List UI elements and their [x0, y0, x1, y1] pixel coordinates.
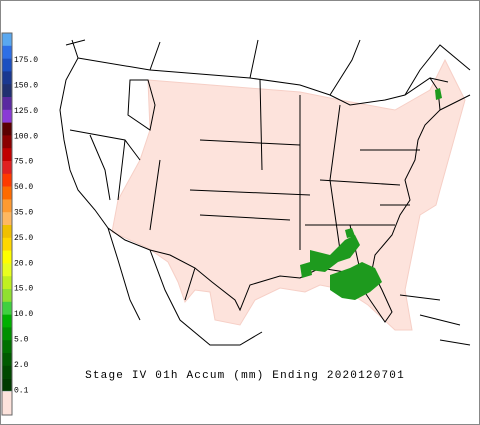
- legend-label: 10.0: [14, 310, 33, 319]
- legend-swatch: [2, 378, 12, 392]
- legend-swatch: [2, 225, 12, 239]
- legend-swatch: [2, 212, 12, 226]
- legend-swatch: [2, 33, 12, 47]
- legend-swatch: [1, 390, 13, 416]
- legend-label: 5.0: [14, 336, 29, 345]
- legend-label: 125.0: [14, 107, 38, 116]
- legend-label: 35.0: [14, 209, 33, 218]
- legend-swatch: [2, 45, 12, 59]
- legend-swatch: [2, 97, 12, 111]
- legend-swatch: [2, 353, 12, 367]
- legend-swatch: [2, 301, 12, 315]
- legend-swatch: [2, 109, 12, 123]
- legend-label: 0.1: [14, 386, 29, 395]
- legend-frame: [1, 32, 13, 416]
- legend-swatch: [2, 186, 12, 200]
- legend-swatch: [2, 135, 12, 149]
- legend-label: 15.0: [14, 285, 33, 294]
- legend: 175.0 150.0 125.0 100.0 75.0 50.0 35.0 25.0 20.0…: [1, 32, 38, 416]
- legend-label: 50.0: [14, 183, 33, 192]
- legend-swatch: [2, 148, 12, 162]
- mexico-caribbean-lines: [107, 227, 471, 346]
- legend-swatch: [2, 289, 12, 303]
- legend-swatch: [2, 122, 12, 136]
- legend-swatch: [2, 314, 12, 328]
- legend-swatch: [2, 327, 12, 341]
- legend-label: 2.0: [14, 361, 29, 370]
- legend-swatch: [2, 161, 12, 175]
- legend-swatch: [2, 250, 12, 264]
- legend-swatch: [2, 340, 12, 354]
- legend-swatch: [2, 71, 12, 85]
- legend-swatch: [2, 58, 12, 72]
- legend-label: 100.0: [14, 132, 38, 141]
- legend-swatch: [2, 173, 12, 187]
- legend-label: 20.0: [14, 259, 33, 268]
- legend-swatch: [2, 237, 12, 251]
- legend-label: 175.0: [14, 56, 38, 65]
- canada-lines: [65, 39, 471, 111]
- us-outline: [59, 57, 441, 323]
- legend-swatch: [2, 276, 12, 290]
- legend-label: 150.0: [14, 82, 38, 91]
- legend-label: 75.0: [14, 158, 33, 167]
- legend-swatch: [2, 84, 12, 98]
- caption: Stage IV 01h Accum (mm) Ending 202012070…: [85, 370, 405, 382]
- legend-swatch: [2, 263, 12, 277]
- legend-swatch: [2, 365, 12, 379]
- legend-swatch: [2, 199, 12, 213]
- legend-label: 25.0: [14, 234, 33, 243]
